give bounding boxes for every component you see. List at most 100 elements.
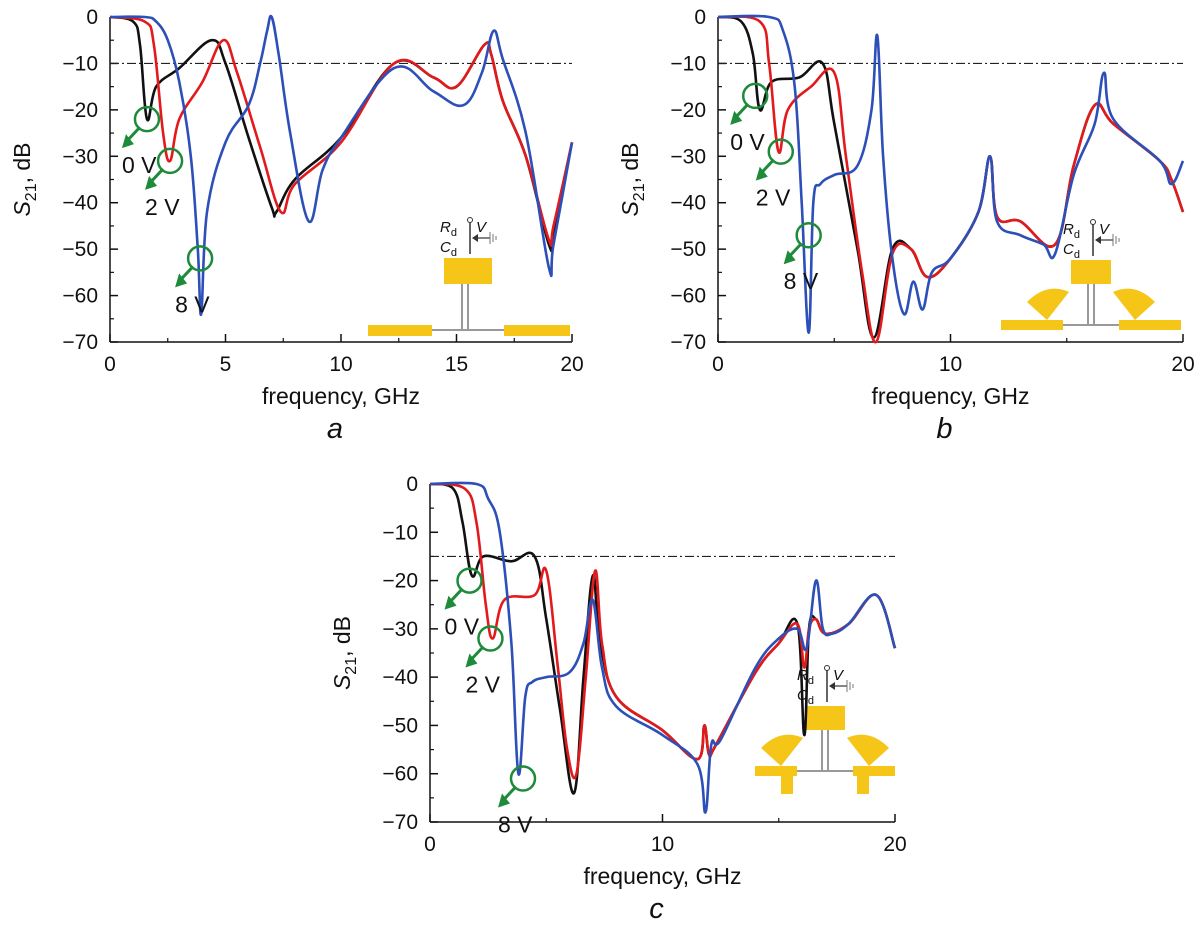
x-tick-label: 0 <box>424 833 436 856</box>
marker-circle <box>477 625 504 652</box>
marker-arrow-head <box>175 273 188 288</box>
y-tick-label: −70 <box>382 811 418 834</box>
voltage-label: 2 V <box>145 194 180 220</box>
bias-terminal <box>467 217 473 223</box>
annotation-2v: 2 V <box>465 625 504 698</box>
y-axis-label: S21, dB <box>617 142 648 216</box>
bias-terminal <box>824 665 830 671</box>
panel-letter: b <box>936 413 952 445</box>
y-tick-label: −40 <box>62 192 98 215</box>
varactor-symbol <box>829 682 835 690</box>
voltage-label: 0 V <box>445 614 480 640</box>
voltage-label: 8 V <box>498 812 533 838</box>
marker-arrow-head <box>730 110 743 125</box>
bias-terminal <box>1090 219 1096 225</box>
annotation-8v: 8 V <box>175 245 214 317</box>
voltage-label: 8 V <box>784 268 819 294</box>
inset-label-r: Rd <box>797 667 814 687</box>
voltage-label: 8 V <box>175 291 210 317</box>
x-tick-label: 10 <box>939 353 962 376</box>
inset-label-c: Cd <box>1063 241 1080 261</box>
y-axis-label-main: S <box>9 201 35 217</box>
series-line-2v <box>717 15 1185 344</box>
inset-label-v: V <box>833 667 845 684</box>
voltage-label: 0 V <box>730 129 765 155</box>
marker-circle <box>767 138 795 165</box>
y-tick-label: −70 <box>670 331 706 354</box>
panel-letter: a <box>327 413 343 445</box>
x-tick-label: 15 <box>445 353 468 376</box>
chart-panel-a: 0 5 10 15 20 0 −10 −20 −30 −40 −50 −60 −70 frequency,… <box>9 6 584 445</box>
inset-label-r: Rd <box>1063 221 1080 241</box>
varactor-symbol <box>472 234 478 242</box>
x-tick-label: 10 <box>329 353 352 376</box>
y-tick-label: −20 <box>670 99 706 122</box>
radial-stub-left <box>761 734 803 766</box>
stub-pad <box>805 706 845 730</box>
marker-arrow-head <box>783 250 796 265</box>
annotation-8v: 8 V <box>498 765 537 838</box>
voltage-label: 2 V <box>465 672 500 698</box>
x-tick-label: 5 <box>220 353 232 376</box>
marker-arrow-head <box>444 595 457 610</box>
radial-stub-left <box>1027 288 1069 320</box>
y-tick-label: −30 <box>670 145 706 168</box>
annotation-0v: 0 V <box>444 567 483 640</box>
marker-arrow-head <box>145 175 158 190</box>
panel-letter: c <box>649 893 664 925</box>
y-tick-label: −60 <box>382 763 418 786</box>
y-tick-label: −40 <box>670 192 706 215</box>
voltage-label: 2 V <box>756 185 791 211</box>
marker-circle <box>186 245 214 272</box>
x-axis-label: frequency, GHz <box>262 383 420 409</box>
y-axis-label-sub: 21 <box>343 657 360 675</box>
y-tick-label: −70 <box>62 331 98 354</box>
stub-pad <box>1071 260 1111 284</box>
varactor-symbol <box>1095 236 1101 244</box>
x-tick-label: 20 <box>883 833 906 856</box>
y-tick-label: −50 <box>62 238 98 261</box>
y-tick-label: −30 <box>382 618 418 641</box>
y-tick-label: −10 <box>62 52 98 75</box>
series-line-8v <box>109 14 574 316</box>
feed-line-right <box>853 766 895 776</box>
feed-line-left <box>368 325 432 336</box>
y-axis-label-sub: 21 <box>631 183 648 201</box>
annotation-8v: 8 V <box>783 221 822 294</box>
annotation-2v: 2 V <box>755 138 795 211</box>
chart-panel-c: 0 10 20 0 −10 −20 −30 −40 −50 −60 −70 frequency, GH… <box>329 473 907 925</box>
y-axis-label: S21, dB <box>9 142 40 216</box>
marker-circle <box>741 82 769 110</box>
y-tick-label: −50 <box>382 714 418 737</box>
marker-circle <box>456 567 483 594</box>
annotation-2v: 2 V <box>145 147 184 220</box>
annotation-0v: 0 V <box>121 105 161 178</box>
x-tick-label: 0 <box>712 353 724 376</box>
marker-circle <box>133 105 161 133</box>
y-tick-label: 0 <box>694 6 706 29</box>
marker-arrow-head <box>755 166 768 181</box>
stub-foot-left <box>781 776 793 794</box>
feed-line-right <box>1119 320 1181 330</box>
inset-label-v: V <box>476 219 488 236</box>
x-axis-label: frequency, GHz <box>871 383 1029 409</box>
feed-line-left <box>1001 320 1063 330</box>
y-axis-label-main: S <box>617 201 643 217</box>
x-tick-label: 10 <box>651 833 674 856</box>
x-tick-label: 20 <box>1171 353 1194 376</box>
x-tick-label: 0 <box>104 353 116 376</box>
y-axis-label-main: S <box>329 674 355 690</box>
inset-label-v: V <box>1099 221 1111 238</box>
y-tick-label: −10 <box>382 521 418 544</box>
marker-arrow-head <box>465 653 478 668</box>
marker-circle <box>509 765 537 792</box>
marker-arrow-head <box>498 793 510 808</box>
annotation-0v: 0 V <box>730 82 769 155</box>
y-tick-label: −50 <box>670 238 706 261</box>
x-tick-label: 20 <box>560 353 583 376</box>
inset-label-c: Cd <box>440 239 457 259</box>
